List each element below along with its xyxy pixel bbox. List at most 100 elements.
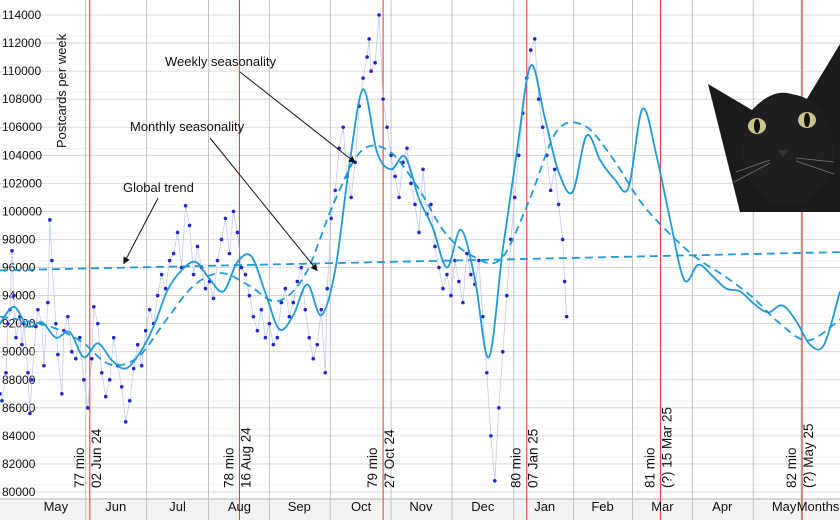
- observed-point: [536, 97, 541, 101]
- milestone-date: 02 Jun 24: [89, 428, 104, 488]
- weekly-seasonality-line: [0, 64, 840, 370]
- observed-trace: [0, 14, 568, 481]
- y-tick-label: 84000: [2, 429, 36, 443]
- observed-point: [449, 293, 453, 298]
- observed-point: [397, 195, 401, 200]
- milestone-count: 78 mio: [221, 447, 236, 488]
- observed-point: [365, 55, 369, 59]
- observed-point: [389, 153, 393, 158]
- y-tick-label: 100000: [2, 204, 42, 218]
- observed-point: [127, 399, 132, 403]
- observed-point: [0, 391, 2, 396]
- observed-point: [20, 342, 24, 347]
- observed-point: [215, 258, 220, 263]
- observed-point: [12, 293, 16, 298]
- observed-point: [325, 286, 330, 291]
- observed-point: [111, 335, 116, 340]
- observed-point: [323, 370, 328, 375]
- observed-point: [532, 37, 537, 41]
- observed-point: [36, 307, 40, 312]
- observed-point: [30, 377, 34, 382]
- month-label: May: [44, 499, 69, 514]
- y-tick-label: 94000: [2, 289, 36, 303]
- monthly-seasonality-line: [0, 121, 840, 367]
- fitted-series: [0, 64, 840, 370]
- observed-point: [26, 370, 30, 375]
- observed-point: [441, 286, 445, 291]
- observed-point: [223, 216, 228, 221]
- observed-point: [369, 69, 373, 73]
- observed-point: [28, 411, 32, 416]
- observed-point: [54, 321, 58, 326]
- observed-point: [279, 300, 284, 305]
- observed-point: [445, 272, 449, 277]
- observed-point: [167, 258, 172, 263]
- observed-point: [299, 265, 304, 270]
- observed-points: [0, 13, 569, 483]
- observed-point: [413, 202, 417, 207]
- observed-point: [552, 167, 557, 172]
- y-tick-label: 82000: [2, 457, 36, 471]
- y-tick-label: 104000: [2, 148, 42, 162]
- milestone-label: 80 mio 07 Jan 25: [509, 429, 541, 488]
- observed-point: [548, 188, 553, 193]
- month-label: May: [772, 499, 797, 514]
- milestone-count: 82 mio: [784, 447, 799, 488]
- milestone-count: 80 mio: [509, 447, 524, 488]
- observed-point: [564, 314, 569, 319]
- month-label: Aug: [228, 499, 251, 514]
- observed-point: [66, 314, 70, 319]
- observed-point: [516, 153, 521, 158]
- observed-point: [501, 349, 505, 354]
- y-tick-labels: 8000082000840008600088000900009200094000…: [2, 8, 42, 499]
- observed-point: [60, 391, 64, 396]
- observed-point: [433, 244, 437, 249]
- observed-point: [231, 209, 236, 214]
- observed-point: [91, 305, 96, 309]
- observed-point: [243, 272, 248, 277]
- observed-point: [259, 307, 264, 312]
- observed-point: [203, 286, 208, 291]
- observed-point: [95, 321, 100, 326]
- observed-point: [429, 202, 433, 207]
- y-tick-label: 80000: [2, 485, 36, 499]
- month-label: Feb: [591, 499, 613, 514]
- observed-point: [219, 237, 224, 242]
- observed-point: [417, 230, 421, 235]
- observed-point: [187, 223, 192, 228]
- trend-line: [0, 251, 840, 272]
- observed-point: [147, 307, 152, 312]
- observed-point: [99, 370, 104, 375]
- observed-point: [560, 237, 565, 242]
- y-tick-label: 90000: [2, 345, 36, 359]
- observed-point: [385, 125, 389, 130]
- observed-point: [421, 167, 425, 172]
- observed-point: [291, 300, 296, 305]
- observed-point: [143, 328, 148, 333]
- observed-point: [562, 279, 567, 284]
- milestone-date: 27 Oct 24: [382, 429, 397, 488]
- observed-point: [512, 195, 517, 200]
- month-label: Jun: [105, 499, 126, 514]
- observed-point: [251, 314, 256, 319]
- month-label: Oct: [351, 499, 372, 514]
- milestone-date: 07 Jan 25: [526, 429, 541, 488]
- observed-point: [263, 335, 268, 340]
- y-tick-label: 86000: [2, 401, 36, 415]
- observed-point: [311, 356, 316, 361]
- milestone-labels: 77 mio 02 Jun 24 78 mio 16 Aug 24 79 mio 27 O…: [72, 407, 816, 488]
- observed-point: [70, 349, 74, 354]
- observed-point: [14, 335, 18, 340]
- observed-point: [247, 293, 252, 298]
- milestone-count: 77 mio: [72, 447, 87, 488]
- milestone-label: 79 mio 27 Oct 24: [365, 429, 397, 488]
- month-separators: [85, 0, 802, 520]
- observed-point: [191, 272, 196, 277]
- month-label: Apr: [712, 499, 733, 514]
- observed-point: [329, 216, 334, 221]
- observed-point: [504, 293, 509, 298]
- month-label: Jul: [169, 499, 186, 514]
- observed-point: [295, 279, 300, 284]
- observed-point: [163, 286, 168, 291]
